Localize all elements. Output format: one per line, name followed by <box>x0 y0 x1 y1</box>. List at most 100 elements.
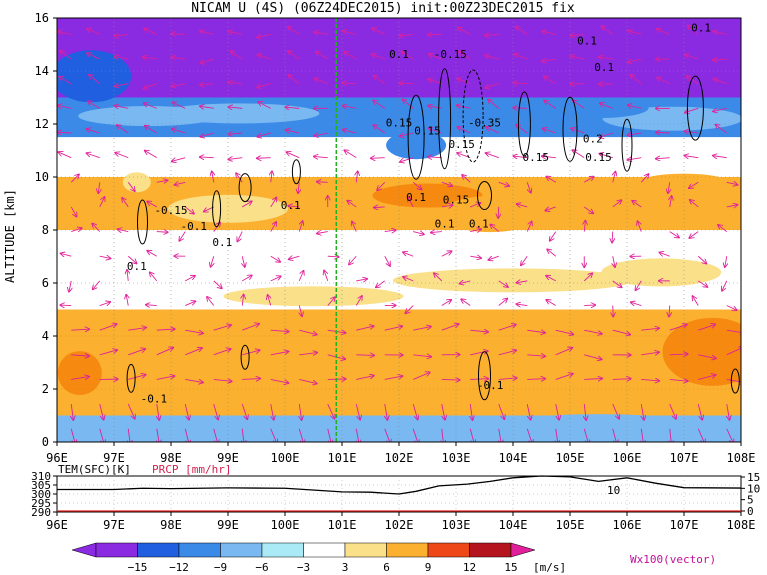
wind-cell <box>498 414 699 439</box>
wind-vector <box>257 158 271 159</box>
precip-tick-label: 15 <box>747 471 760 484</box>
wind-vector <box>213 379 232 381</box>
wind-vector <box>373 100 386 109</box>
contour-label: 0.15 <box>443 194 470 207</box>
wind-vector <box>527 330 545 333</box>
wind-vector <box>400 133 414 136</box>
wind-vector <box>384 326 403 331</box>
wind-vector <box>314 133 328 136</box>
wind-vector <box>71 404 73 420</box>
colorbar-swatch <box>220 542 263 558</box>
contour <box>517 91 531 157</box>
wind-vector <box>117 229 129 231</box>
wind-vector <box>583 206 593 213</box>
x-tick-label: 106E <box>613 451 642 465</box>
wind-vector <box>428 106 442 109</box>
y-tick-label: 0 <box>42 435 49 449</box>
contour <box>126 363 136 393</box>
subplot-x-tick-label: 103E <box>442 518 471 532</box>
subplot-x-tick-label: 96E <box>46 518 68 532</box>
x-tick-label: 107E <box>670 451 699 465</box>
wind-vector <box>344 52 357 60</box>
wind-vector <box>156 329 175 330</box>
wind-vector <box>669 354 688 355</box>
contour-label: 0.15 <box>585 151 612 164</box>
wind-vector <box>344 150 357 159</box>
colorbar-swatch <box>178 542 221 558</box>
wind-vector <box>527 182 531 192</box>
subplot-x-tick-label: 100E <box>271 518 300 532</box>
wind-vector <box>57 132 72 133</box>
wind-vector <box>61 253 72 256</box>
wind-vector <box>612 280 622 288</box>
wind-vector <box>725 256 727 267</box>
wind-vector <box>377 181 386 190</box>
wind-vector <box>403 277 414 282</box>
wind-cell <box>57 351 102 396</box>
wind-vector <box>412 181 421 189</box>
wind-vector <box>716 125 728 134</box>
wind-vector <box>470 256 481 258</box>
wind-vector <box>299 221 302 232</box>
wind-vector <box>640 174 648 183</box>
wind-vector <box>115 153 129 159</box>
wind-vector <box>485 55 499 60</box>
contour-label: 0.1 <box>212 236 232 249</box>
wind-vector <box>697 403 702 419</box>
wind-vector <box>384 376 403 380</box>
contour-label: -0.1 <box>181 220 208 233</box>
wind-vector <box>71 228 81 232</box>
y-tick-label: 6 <box>42 276 49 290</box>
wind-vector <box>257 132 271 137</box>
colorbar-swatch <box>261 542 304 558</box>
wind-vector <box>722 280 728 291</box>
wind-vector <box>669 325 687 331</box>
wind-vector <box>242 379 260 380</box>
wind-vector <box>441 300 451 306</box>
wind-cell <box>431 20 652 69</box>
wind-vector <box>268 295 271 306</box>
wind-vector <box>128 349 145 356</box>
x-tick-label: 98E <box>160 451 182 465</box>
wind-vector <box>122 198 129 208</box>
wind-vector <box>612 231 613 243</box>
wind-vector <box>413 232 424 235</box>
wind-vector <box>573 100 585 109</box>
wind-vector <box>315 79 328 85</box>
wind-vector <box>99 302 110 306</box>
wind-vector <box>242 201 251 208</box>
wind-vector <box>228 82 243 83</box>
wind-vector <box>547 249 557 257</box>
wind-vector <box>713 108 727 111</box>
wind-vector <box>356 326 374 331</box>
wind-vector <box>521 255 528 265</box>
wind-vector <box>684 156 699 158</box>
wind-vector <box>144 103 157 109</box>
wind-vector <box>87 53 100 60</box>
wind-vector <box>527 379 545 380</box>
wind-vector <box>488 99 500 109</box>
gridlines <box>57 18 741 442</box>
colorbar-swatch <box>137 542 180 558</box>
wind-vector <box>599 132 613 137</box>
wind-vector <box>428 157 442 158</box>
wind-vector <box>599 57 613 59</box>
wind-vector <box>485 83 499 88</box>
wind-vector <box>628 58 642 62</box>
wind-vector <box>71 355 89 356</box>
colorbar-swatch <box>95 542 138 558</box>
wind-vector <box>288 51 300 60</box>
wind-vector <box>114 84 129 87</box>
wind-vector <box>147 201 157 208</box>
wind-vector <box>60 51 72 60</box>
wind-vector <box>546 276 556 282</box>
wind-vector <box>570 34 585 35</box>
wind-vector <box>526 428 532 442</box>
wind-vector <box>59 77 72 85</box>
wind-vector <box>171 57 186 59</box>
wind-cell <box>159 103 320 124</box>
surface-subplot: TEM(SFC)[K] PRCP [mm/hr] 10 290295300305… <box>31 463 760 532</box>
wind-vector <box>89 75 101 85</box>
colorbar-label: 12 <box>463 561 476 574</box>
wind-vector <box>470 229 481 231</box>
